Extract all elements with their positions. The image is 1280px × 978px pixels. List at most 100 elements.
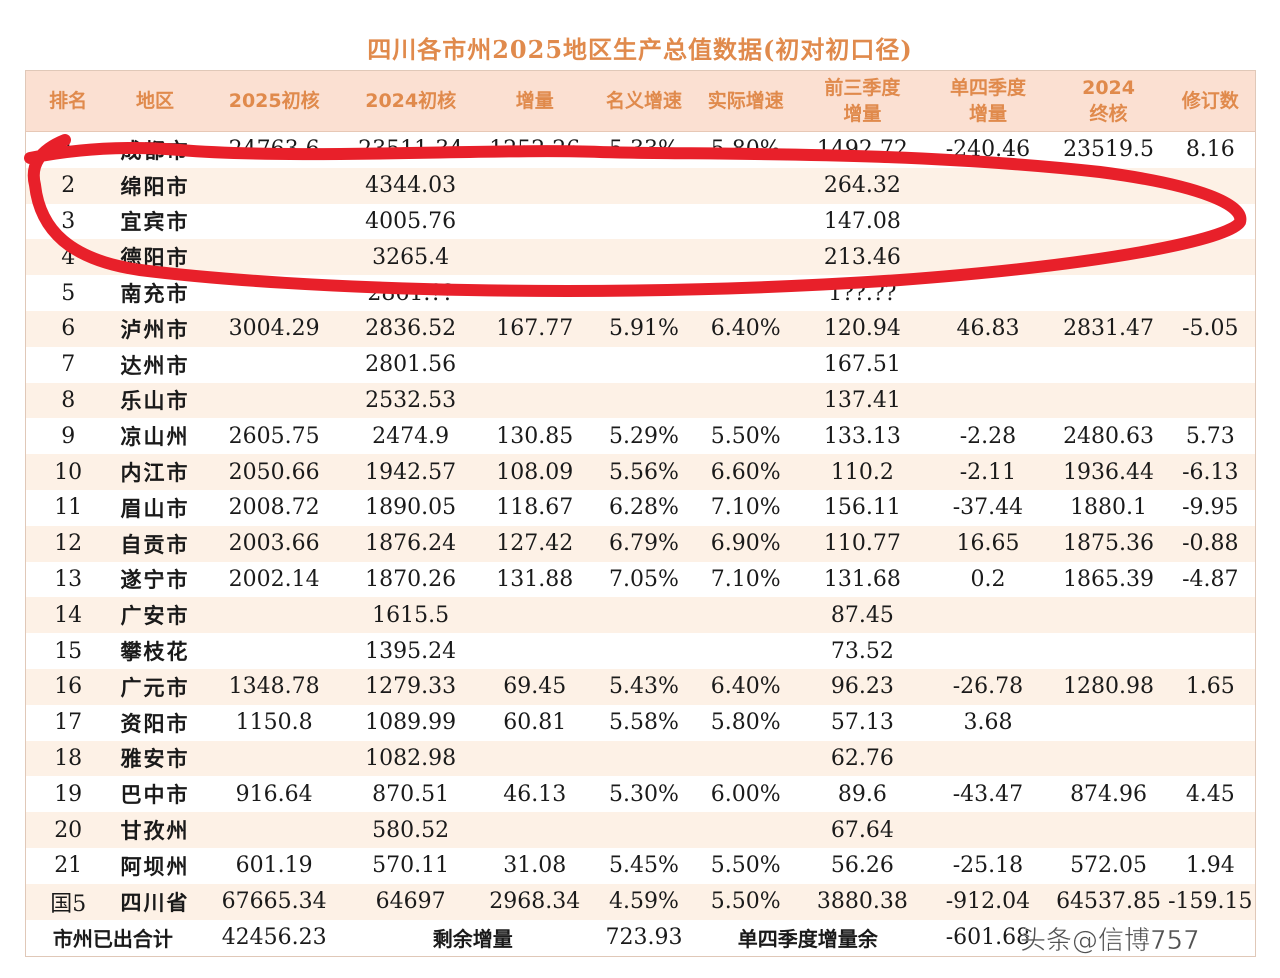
value-cell: 3.68 [963, 710, 1013, 736]
value-cell: 118.67 [496, 495, 574, 521]
rank-cell: 10 [54, 459, 83, 485]
value-cell: 110.77 [823, 531, 901, 557]
value-cell: 96.23 [830, 674, 894, 700]
value-cell: -2.28 [959, 423, 1017, 449]
value-cell: 1279.33 [365, 674, 457, 700]
table-row: 15 攀枝花 1395.24 73.52 [26, 633, 1255, 669]
table-row: 18 雅安市 1082.98 62.76 [26, 740, 1255, 777]
value-cell: 2003.66 [228, 531, 320, 557]
value-cell: 5.80% [710, 710, 781, 736]
value-cell: 1890.05 [365, 495, 457, 521]
value-cell: 64537.85 [1056, 889, 1162, 915]
value-cell: 1082.98 [365, 745, 457, 771]
rank-cell: 1 [61, 137, 76, 163]
table-row: 11 眉山市 2008.72 1890.05 118.67 6.28% 7.10% 156.1… [26, 490, 1255, 526]
region-cell: 遂宁市 [120, 568, 190, 593]
page-title: 四川各市州2025地区生产总值数据(初对初口径) [367, 35, 913, 64]
value-cell: 46.13 [503, 781, 567, 807]
value-cell: 1880.1 [1070, 495, 1148, 521]
rank-cell: 11 [54, 495, 83, 521]
value-cell: 5.50% [710, 853, 781, 879]
value-cell: 1875.36 [1063, 531, 1155, 557]
header-nominal-growth: 名义增速 [605, 90, 682, 112]
value-cell: 131.68 [823, 566, 901, 592]
value-cell: 874.96 [1070, 781, 1148, 807]
value-cell: 89.6 [837, 781, 887, 807]
header-region: 地区 [136, 90, 175, 112]
table-row: 16 广元市 1348.78 1279.33 69.45 5.43% 6.40% 96.23 -… [26, 668, 1255, 705]
rank-cell: 6 [61, 316, 76, 342]
value-cell: 110.2 [830, 459, 894, 485]
value-cell: 6.40% [710, 316, 781, 342]
region-cell: 南充市 [120, 282, 190, 307]
footer-remaining-value: 723.93 [605, 925, 683, 951]
table-row: 20 甘孜州 580.52 67.64 [26, 812, 1255, 848]
rank-cell: 21 [54, 853, 83, 879]
table-row: 9 凉山州 2605.75 2474.9 130.85 5.29% 5.50% 133.13 -… [26, 418, 1255, 454]
region-cell: 绵阳市 [120, 174, 190, 199]
value-cell: 6.79% [609, 531, 679, 557]
table-row: 4 德阳市 3265.4 213.46 [26, 239, 1255, 276]
region-cell: 眉山市 [120, 496, 190, 521]
value-cell: 1936.44 [1063, 459, 1155, 485]
value-cell: 6.28% [609, 495, 679, 521]
table-row: 8 乐山市 2532.53 137.41 [26, 382, 1255, 419]
value-cell: 16.65 [956, 531, 1020, 557]
value-cell: 2474.9 [372, 423, 450, 449]
rank-cell: 5 [61, 280, 76, 306]
value-cell: 570.11 [372, 853, 450, 879]
value-cell: 1615.5 [372, 602, 450, 628]
header-q4-increment: 单四季度 增量 [949, 77, 1026, 125]
value-cell: 8.16 [1185, 137, 1235, 163]
table-row: 国5 四川省 67665.34 64697 2968.34 4.59% 5.50% 3880.… [26, 883, 1255, 920]
table-row: 14 广安市 1615.5 87.45 [26, 597, 1255, 634]
rank-cell: 3 [61, 208, 76, 234]
table-row: 7 达州市 2801.56 167.51 [26, 347, 1255, 383]
value-cell: 2605.75 [228, 423, 320, 449]
value-cell: 120.94 [823, 316, 901, 342]
rank-cell: 7 [61, 352, 76, 378]
value-cell: 23511.34 [358, 137, 464, 163]
rank-cell: 8 [61, 387, 76, 413]
value-cell: -2.11 [959, 459, 1017, 485]
value-cell: 1942.57 [365, 459, 457, 485]
value-cell: 580.52 [372, 817, 450, 843]
value-cell: 916.64 [235, 781, 313, 807]
region-cell: 阿坝州 [120, 854, 190, 879]
value-cell: 2831.47 [1063, 316, 1155, 342]
value-cell: 87.45 [830, 602, 894, 628]
value-cell: 7.10% [710, 495, 781, 521]
rank-cell: 17 [54, 710, 83, 736]
value-cell: 67.64 [830, 817, 894, 843]
value-cell: 2836.52 [365, 316, 457, 342]
region-cell: 广元市 [120, 675, 190, 700]
value-cell: 5.73 [1185, 423, 1235, 449]
header-revision: 修订数 [1181, 90, 1239, 112]
value-cell: 4.45 [1185, 781, 1235, 807]
header-2024-final: 2024 终核 [1082, 77, 1135, 125]
footer-q4-value: -601.68 [945, 925, 1031, 951]
value-cell: 7.05% [609, 566, 679, 592]
value-cell: -4.87 [1182, 566, 1239, 592]
value-cell: 264.32 [823, 173, 901, 199]
value-cell: 1280.98 [1063, 674, 1155, 700]
region-cell: 内江市 [120, 461, 190, 486]
rank-cell: 14 [54, 602, 83, 628]
value-cell: 5.56% [609, 459, 679, 485]
value-cell: 1492.72 [816, 137, 908, 163]
table-row: 3 宜宾市 4005.76 147.08 [26, 204, 1255, 240]
value-cell: -240.46 [945, 137, 1031, 163]
value-cell: 67665.34 [221, 889, 327, 915]
region-cell: 宜宾市 [120, 210, 190, 235]
footer-q4-label: 单四季度增量余 [737, 927, 878, 952]
table-row: 5 南充市 2861.?? 1??.?? [26, 275, 1255, 311]
region-cell: 德阳市 [120, 246, 190, 271]
value-cell: 3004.29 [228, 316, 320, 342]
value-cell: 147.08 [823, 208, 901, 234]
table-row: 12 自贡市 2003.66 1876.24 127.42 6.79% 6.90% 110.7… [26, 525, 1255, 562]
value-cell: 64697 [375, 889, 446, 915]
value-cell: 2002.14 [228, 566, 320, 592]
value-cell: 62.76 [830, 745, 894, 771]
region-cell: 凉山州 [120, 425, 190, 450]
gdp-table: 排名 地区 2025初核 2024初核 增量 名义增速 实际增速 前三季度 增量 … [25, 70, 1256, 957]
